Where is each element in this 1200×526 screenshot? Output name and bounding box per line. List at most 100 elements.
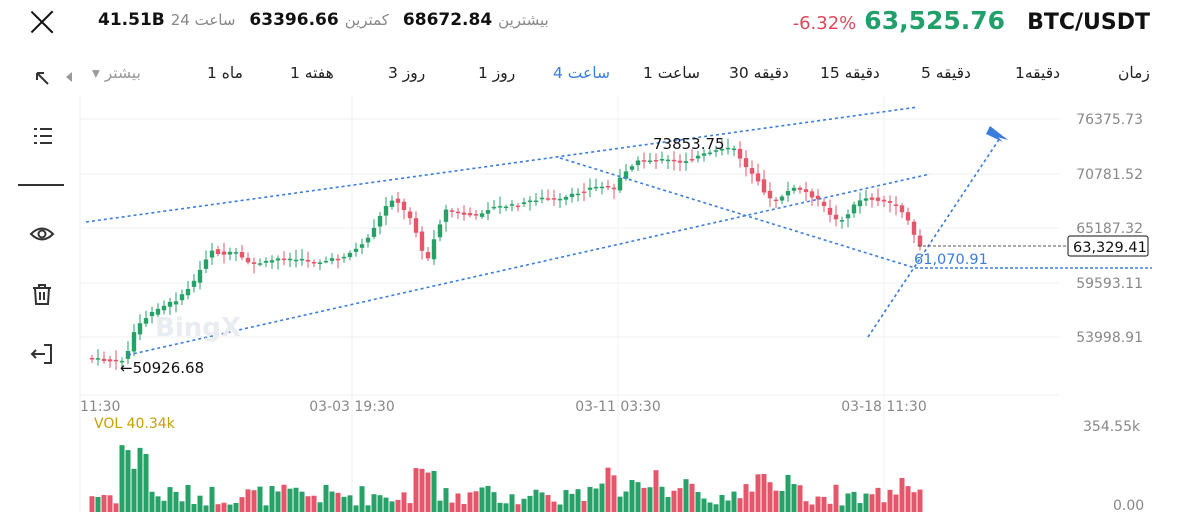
tf-15-min[interactable]: 15 دقیقه bbox=[820, 64, 880, 82]
candle-body bbox=[815, 195, 821, 200]
volume-bar bbox=[281, 484, 287, 512]
candle-body bbox=[599, 186, 605, 189]
volume-bar bbox=[539, 492, 545, 512]
candle-body bbox=[887, 201, 893, 203]
eye-icon[interactable] bbox=[28, 220, 56, 248]
candle-body bbox=[653, 160, 659, 162]
trend-drawings bbox=[85, 106, 1152, 356]
candle-body bbox=[659, 159, 665, 161]
volume-bar bbox=[257, 486, 263, 512]
volume-bar bbox=[629, 480, 635, 512]
candle-body bbox=[449, 210, 455, 212]
volume-bar bbox=[599, 483, 605, 512]
candle-body bbox=[575, 193, 581, 196]
volume-bar bbox=[377, 495, 383, 512]
candle-body bbox=[107, 359, 113, 362]
pair-name[interactable]: BTC/USDT bbox=[1027, 10, 1150, 35]
high-value: 68672.84 bbox=[402, 10, 493, 30]
volume-bar bbox=[101, 495, 107, 512]
candle-body bbox=[821, 201, 827, 207]
more-timeframes-button[interactable]: ▾ بیشتر bbox=[92, 64, 141, 82]
exit-icon[interactable] bbox=[28, 340, 56, 368]
candle-body bbox=[293, 259, 299, 262]
volume-bar bbox=[143, 453, 149, 512]
tf-5-min[interactable]: 5 دقیقه bbox=[921, 64, 971, 82]
tf-1-month[interactable]: 1 ماه bbox=[207, 64, 243, 82]
high-label: بیشترین bbox=[498, 11, 549, 29]
volume-bar bbox=[311, 495, 317, 512]
volume-bar bbox=[443, 488, 449, 512]
volume-bar bbox=[245, 489, 251, 512]
candle-body bbox=[551, 198, 557, 200]
volume-bar bbox=[551, 501, 557, 512]
scroll-left-icon[interactable] bbox=[66, 72, 72, 82]
candle-body bbox=[641, 160, 647, 162]
candle-body bbox=[509, 204, 515, 206]
volume-bar bbox=[899, 477, 905, 512]
candle-body bbox=[425, 252, 431, 259]
trash-icon[interactable] bbox=[28, 280, 56, 308]
candle-body bbox=[353, 248, 359, 252]
candle-body bbox=[635, 160, 641, 166]
volume-bar bbox=[131, 468, 137, 512]
candle-body bbox=[323, 260, 329, 263]
market-stats: 41.51B 24 ساعت 63396.66 کمترین 68672.84 … bbox=[98, 10, 563, 30]
candle-body bbox=[581, 191, 587, 194]
tf-30-min[interactable]: 30 دقیقه bbox=[729, 64, 789, 82]
volume-bar bbox=[221, 502, 227, 512]
volume-bar bbox=[581, 500, 587, 512]
tf-1-week[interactable]: 1 هفته bbox=[290, 64, 334, 82]
candle-body bbox=[689, 159, 695, 161]
candle-body bbox=[209, 250, 215, 258]
volume-bar bbox=[341, 496, 347, 512]
tf-1-hour[interactable]: 1 ساعت bbox=[643, 64, 700, 82]
volume-bar bbox=[419, 468, 425, 512]
candle-body bbox=[389, 200, 395, 207]
candle-body bbox=[479, 213, 485, 217]
candle-body bbox=[215, 249, 221, 254]
volume-bar bbox=[353, 505, 359, 512]
low-label: کمترین bbox=[344, 11, 389, 29]
candle-body bbox=[101, 358, 107, 361]
volume-bar bbox=[755, 474, 761, 512]
volume-bar bbox=[407, 503, 413, 512]
volume-bar bbox=[767, 482, 773, 512]
volume-bar bbox=[881, 502, 887, 512]
volume-bar bbox=[203, 505, 209, 512]
candle-body bbox=[299, 258, 305, 261]
volume-bar bbox=[107, 495, 113, 512]
candle-body bbox=[491, 206, 497, 209]
candle-body bbox=[413, 218, 419, 233]
tf-1-day[interactable]: 1 روز bbox=[478, 64, 516, 82]
x-axis: 11:30 03-03 19:30 03-11 03:30 03-18 11:30 bbox=[80, 399, 927, 415]
expand-icon[interactable] bbox=[34, 70, 50, 86]
candle-body bbox=[221, 251, 227, 255]
volume-bar bbox=[893, 494, 899, 512]
tf-4-hour[interactable]: 4 ساعت bbox=[553, 64, 610, 82]
volume-bar bbox=[725, 500, 731, 512]
candle-body bbox=[419, 231, 425, 251]
tf-3-day[interactable]: 3 روز bbox=[388, 64, 426, 82]
volume-bar bbox=[761, 474, 767, 512]
volume-bar bbox=[509, 494, 515, 512]
volume-bar bbox=[95, 496, 101, 512]
candle-body bbox=[197, 269, 203, 283]
volume-bar bbox=[485, 485, 491, 512]
candle-body bbox=[383, 205, 389, 216]
candle-body bbox=[407, 211, 413, 219]
candle-body bbox=[863, 198, 869, 201]
candle-body bbox=[761, 179, 767, 193]
candle-body bbox=[797, 187, 803, 190]
candle-body bbox=[473, 214, 479, 216]
menu-icon[interactable] bbox=[28, 122, 56, 150]
tf-time[interactable]: زمان bbox=[1118, 64, 1150, 82]
tf-1-min[interactable]: 1دقیقه bbox=[1015, 64, 1061, 82]
volume-bar bbox=[719, 494, 725, 512]
low-marker: ←50926.68 bbox=[120, 359, 204, 377]
candle-body bbox=[737, 148, 743, 159]
volume-bar bbox=[431, 470, 437, 512]
candle-body bbox=[563, 196, 569, 200]
x-tick-label: 11:30 bbox=[80, 399, 120, 415]
volume-bar bbox=[875, 487, 881, 512]
